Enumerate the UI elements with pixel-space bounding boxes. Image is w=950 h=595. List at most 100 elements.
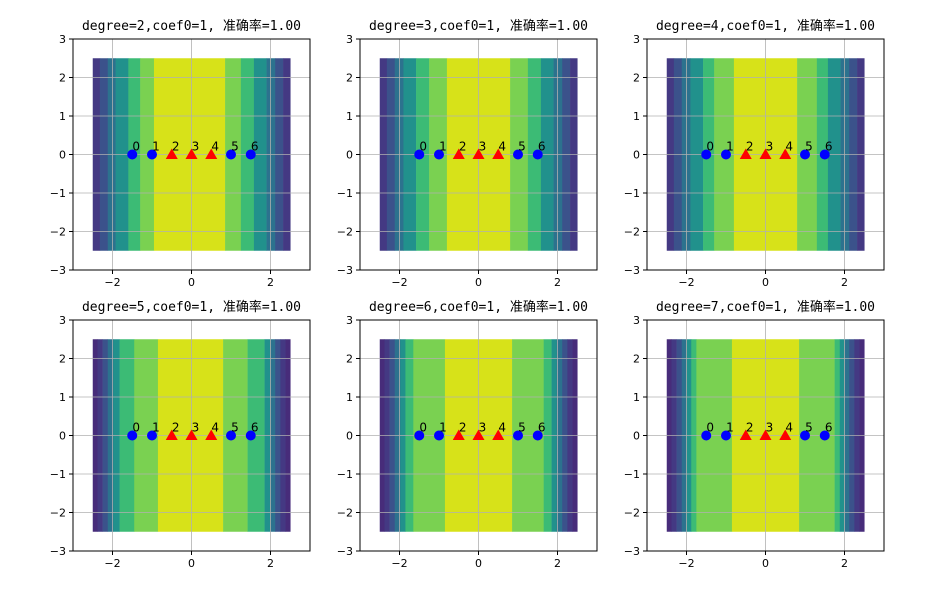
data-point-class-1	[759, 429, 772, 440]
data-point-class-0	[226, 430, 236, 441]
x-tick-label: 0	[762, 557, 769, 570]
point-label: 5	[518, 421, 526, 435]
y-tick-label: −2	[624, 226, 640, 239]
data-point-class-0	[800, 430, 810, 441]
y-tick-label: −3	[624, 545, 640, 558]
data-point-class-0	[532, 430, 543, 441]
point-label: 5	[518, 140, 526, 154]
point-label: 0	[706, 421, 714, 435]
point-label: 0	[132, 140, 140, 154]
y-tick-label: 1	[346, 110, 353, 123]
data-point-class-0	[127, 430, 138, 441]
point-label: 2	[172, 140, 180, 154]
point-label: 4	[211, 421, 219, 435]
point-label: 4	[785, 140, 793, 154]
data-point-class-1	[452, 429, 465, 440]
point-label: 5	[805, 140, 813, 154]
data-point-class-1	[472, 429, 485, 440]
point-label: 1	[726, 421, 734, 435]
y-tick-label: −1	[624, 187, 640, 200]
y-tick-label: −2	[624, 507, 640, 520]
point-label: 4	[785, 421, 793, 435]
x-tick-label: 2	[267, 276, 274, 289]
y-tick-label: 1	[633, 110, 640, 123]
point-label: 6	[825, 140, 833, 154]
y-tick-label: −2	[337, 226, 353, 239]
point-label: 3	[766, 140, 774, 154]
point-label: 2	[746, 421, 754, 435]
y-tick-label: 0	[346, 149, 353, 162]
data-point-class-1	[165, 429, 178, 440]
y-tick-label: −3	[50, 264, 66, 277]
y-tick-label: 0	[59, 149, 66, 162]
x-tick-label: −2	[678, 276, 694, 289]
point-label: 6	[538, 140, 546, 154]
subplot-title: degree=2,coef0=1, 准确率=1.00	[82, 18, 301, 34]
x-tick-label: 2	[554, 276, 561, 289]
data-point-class-1	[759, 148, 772, 159]
x-tick-label: 2	[267, 557, 274, 570]
point-label: 2	[459, 421, 467, 435]
point-label: 6	[251, 140, 259, 154]
point-label: 1	[726, 140, 734, 154]
point-label: 0	[419, 421, 427, 435]
y-tick-label: −1	[624, 468, 640, 481]
data-point-class-0	[434, 430, 444, 441]
point-label: 0	[419, 140, 427, 154]
x-tick-label: 0	[475, 557, 482, 570]
point-label: 0	[132, 421, 140, 435]
data-point-class-0	[721, 149, 731, 160]
x-tick-label: −2	[104, 557, 120, 570]
y-tick-label: −1	[50, 187, 66, 200]
point-label: 3	[479, 140, 487, 154]
point-label: 3	[766, 421, 774, 435]
y-tick-label: 3	[59, 314, 66, 327]
y-tick-label: 2	[633, 72, 640, 85]
y-tick-label: −3	[50, 545, 66, 558]
x-tick-label: 0	[188, 557, 195, 570]
x-tick-label: 2	[841, 276, 848, 289]
data-point-class-0	[414, 149, 425, 160]
y-tick-label: 1	[346, 391, 353, 404]
y-tick-label: −2	[337, 507, 353, 520]
data-point-class-0	[819, 149, 830, 160]
data-point-class-1	[739, 429, 752, 440]
data-point-class-1	[185, 429, 198, 440]
y-tick-label: −2	[50, 226, 66, 239]
y-tick-label: 2	[59, 72, 66, 85]
data-point-class-0	[819, 430, 830, 441]
x-tick-label: 2	[554, 557, 561, 570]
data-point-class-1	[492, 148, 505, 159]
data-point-class-0	[245, 149, 256, 160]
x-tick-label: 0	[475, 276, 482, 289]
subplot-title: degree=6,coef0=1, 准确率=1.00	[369, 299, 588, 315]
point-label: 4	[498, 421, 506, 435]
y-tick-label: 0	[633, 149, 640, 162]
data-point-class-0	[226, 149, 236, 160]
y-tick-label: 3	[346, 314, 353, 327]
point-label: 2	[746, 140, 754, 154]
point-label: 3	[192, 421, 200, 435]
point-label: 2	[172, 421, 180, 435]
data-point-class-0	[414, 430, 425, 441]
point-label: 4	[211, 140, 219, 154]
y-tick-label: 0	[346, 430, 353, 443]
y-tick-label: 3	[346, 33, 353, 46]
data-point-class-1	[205, 429, 218, 440]
point-label: 1	[152, 421, 160, 435]
y-tick-label: 2	[59, 353, 66, 366]
point-label: 3	[192, 140, 200, 154]
point-label: 5	[805, 421, 813, 435]
x-tick-label: 0	[188, 276, 195, 289]
y-tick-label: −1	[50, 468, 66, 481]
data-point-class-0	[245, 430, 256, 441]
point-label: 0	[706, 140, 714, 154]
data-point-class-0	[701, 149, 712, 160]
data-point-class-0	[800, 149, 810, 160]
y-tick-label: 1	[59, 391, 66, 404]
data-point-class-0	[434, 149, 444, 160]
data-point-class-1	[165, 148, 178, 159]
